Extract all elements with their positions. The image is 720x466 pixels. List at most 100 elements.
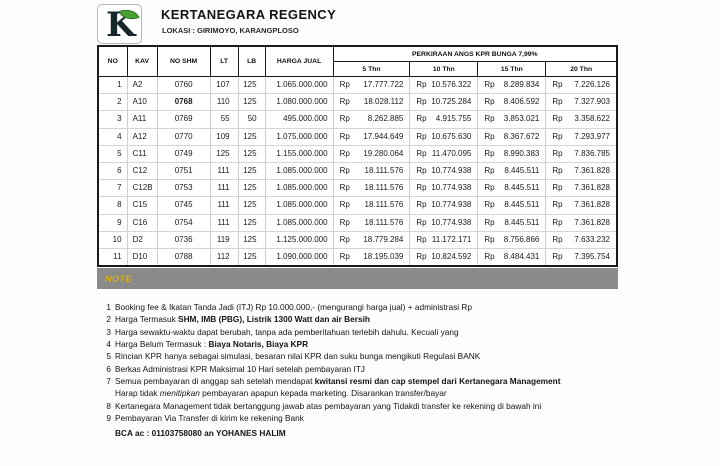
note-segment: Harap tidak — [115, 388, 160, 399]
angs-value: 17.777.722 — [363, 80, 404, 90]
currency-prefix: Rp — [552, 251, 563, 261]
angs-value: 3.358.622 — [574, 114, 610, 124]
angs-value: 7.395.754 — [574, 251, 610, 261]
currency-prefix: Rp — [416, 217, 427, 227]
angs-value: 10.675.630 — [431, 131, 472, 141]
table-row: 8 C15 0745 111 125 1.085.000.000 Rp 18.111.576 R… — [98, 196, 617, 214]
cell-kav: A2 — [127, 75, 158, 94]
cell-lt: 111 — [210, 196, 239, 214]
currency-prefix: Rp — [552, 234, 563, 244]
col-header-no: NO — [97, 45, 128, 77]
cell-lb: 125 — [238, 93, 266, 111]
currency-prefix: Rp — [552, 131, 563, 141]
angs-value: 18.779.284 — [363, 234, 404, 244]
currency-prefix: Rp — [484, 183, 495, 193]
angs-value: 8.367.672 — [503, 131, 540, 141]
cell-angs: Rp 8.445.511 — [477, 213, 547, 232]
cell-angs: Rp 10.675.630 — [409, 127, 479, 146]
cell-shm: 0753 — [157, 179, 211, 197]
note-number: 4 — [106, 339, 111, 350]
angs-value: 7.361.828 — [574, 217, 610, 227]
cell-lb: 125 — [238, 144, 266, 163]
currency-prefix: Rp — [416, 80, 427, 90]
kpr-group-header: PERKIRAAN ANGS KPR BUNGA 7,99% — [332, 45, 618, 62]
angs-value: 8.445.511 — [504, 200, 540, 210]
cell-lt: 111 — [210, 161, 239, 180]
cell-lb: 125 — [238, 213, 266, 232]
angs-value: 10.576.322 — [431, 80, 472, 90]
angs-value: 3.853.021 — [503, 114, 540, 124]
cell-no: 3 — [98, 110, 128, 129]
angs-value: 8.990.383 — [503, 148, 540, 158]
cell-angs: Rp 10.576.322 — [409, 75, 479, 94]
angs-value: 18.111.576 — [364, 217, 404, 227]
cell-lb: 125 — [238, 127, 266, 146]
table-row: 2 A10 0768 110 125 1.080.000.000 Rp 18.028.112 R… — [98, 93, 617, 111]
cell-lt: 111 — [210, 213, 239, 232]
table-row: 1 A2 0760 107 125 1.065.000.000 Rp 17.777.722 Rp… — [98, 75, 617, 94]
angs-value: 7.361.828 — [574, 166, 610, 176]
cell-angs: Rp 7.361.828 — [545, 179, 617, 197]
currency-prefix: Rp — [484, 217, 495, 227]
note-segment: pembayaran apapun kepada marketing. Disa… — [199, 388, 447, 399]
note-line: 6 Berkas Administrasi KPR Maksimal 10 Har… — [97, 363, 697, 375]
cell-angs: Rp 3.853.021 — [477, 110, 547, 129]
angs-value: 10.774.938 — [431, 200, 472, 210]
note-text: Harap tidak menitipkan pembayaran apapun… — [115, 387, 447, 399]
angs-value: 7.226.126 — [574, 80, 610, 90]
currency-prefix: Rp — [484, 200, 495, 210]
cell-angs: Rp 18.111.576 — [333, 179, 411, 197]
cell-no: 7 — [98, 179, 128, 197]
cell-angs: Rp 10.774.938 — [409, 213, 479, 232]
note-text: Harga Termasuk SHM, IMB (PBG), Listrik 1… — [115, 313, 370, 325]
currency-prefix: Rp — [484, 97, 495, 107]
cell-angs: Rp 7.395.754 — [545, 247, 617, 267]
note-line: 9 Pembayaran Via Transfer di kirim ke rek… — [97, 412, 697, 424]
cell-angs: Rp 8.484.431 — [477, 247, 547, 267]
angs-value: 18.195.039 — [363, 251, 404, 261]
currency-prefix: Rp — [484, 251, 495, 261]
currency-prefix: Rp — [339, 251, 350, 261]
cell-lt: 107 — [210, 75, 239, 94]
currency-prefix: Rp — [339, 234, 350, 244]
note-number: 6 — [106, 363, 111, 374]
cell-harga: 495.000.000 — [265, 110, 334, 129]
angs-value: 18.028.112 — [363, 97, 404, 107]
cell-shm: 0736 — [157, 230, 211, 249]
note-text: Harga Belum Termasuk : Biaya Notaris, Bi… — [115, 338, 308, 350]
note-segment: Harga sewaktu-waktu dapat berubah, tanpa… — [115, 326, 459, 337]
cell-lb: 125 — [238, 179, 266, 197]
note-list: 1 Booking fee & Ikatan Tanda Jadi (ITJ) R… — [97, 301, 697, 440]
angs-value: 18.111.576 — [364, 200, 404, 210]
angs-value: 7.633.232 — [574, 234, 610, 244]
cell-harga: 1.085.000.000 — [265, 179, 334, 197]
cell-lt: 110 — [210, 93, 239, 111]
cell-harga: 1.080.000.000 — [265, 93, 334, 111]
cell-lt: 112 — [210, 247, 239, 267]
note-segment: Pembayaran Via Transfer di kirim ke reke… — [115, 413, 304, 424]
table-row: 9 C16 0754 111 125 1.085.000.000 Rp 18.111.576 R… — [98, 213, 617, 232]
cell-angs: Rp 10.774.938 — [409, 196, 479, 214]
cell-angs: Rp 10.774.938 — [409, 161, 479, 180]
angs-value: 10.774.938 — [431, 217, 472, 227]
note-number: 5 — [106, 351, 111, 362]
note-number: 2 — [106, 314, 111, 325]
note-line: 7 Semua pembayaran di anggap sah setelah … — [97, 375, 697, 387]
cell-kav: A10 — [127, 93, 158, 111]
note-label: NOTE — [105, 273, 133, 284]
bank-account-line: BCA ac : 01103758080 an YOHANES HALIM — [115, 428, 286, 439]
col-header-harga: HARGA JUAL — [264, 45, 334, 77]
note-number: 1 — [106, 302, 111, 312]
angs-value: 8.406.592 — [503, 97, 540, 107]
col-header-10thn: 10 Thn — [409, 61, 479, 77]
note-text: Booking fee & Ikatan Tanda Jadi (ITJ) Rp… — [115, 301, 472, 313]
note-line: 2 Harga Termasuk SHM, IMB (PBG), Listrik … — [97, 313, 697, 325]
table-row: 6 C12 0751 111 125 1.085.000.000 Rp 18.111.576 R… — [98, 161, 617, 180]
table-body: 1 A2 0760 107 125 1.065.000.000 Rp 17.777.722 Rp… — [98, 75, 617, 267]
cell-shm: 0751 — [157, 161, 211, 180]
currency-prefix: Rp — [484, 114, 495, 124]
cell-angs: Rp 10.824.592 — [409, 247, 479, 267]
currency-prefix: Rp — [416, 148, 427, 158]
cell-no: 8 — [98, 196, 128, 214]
